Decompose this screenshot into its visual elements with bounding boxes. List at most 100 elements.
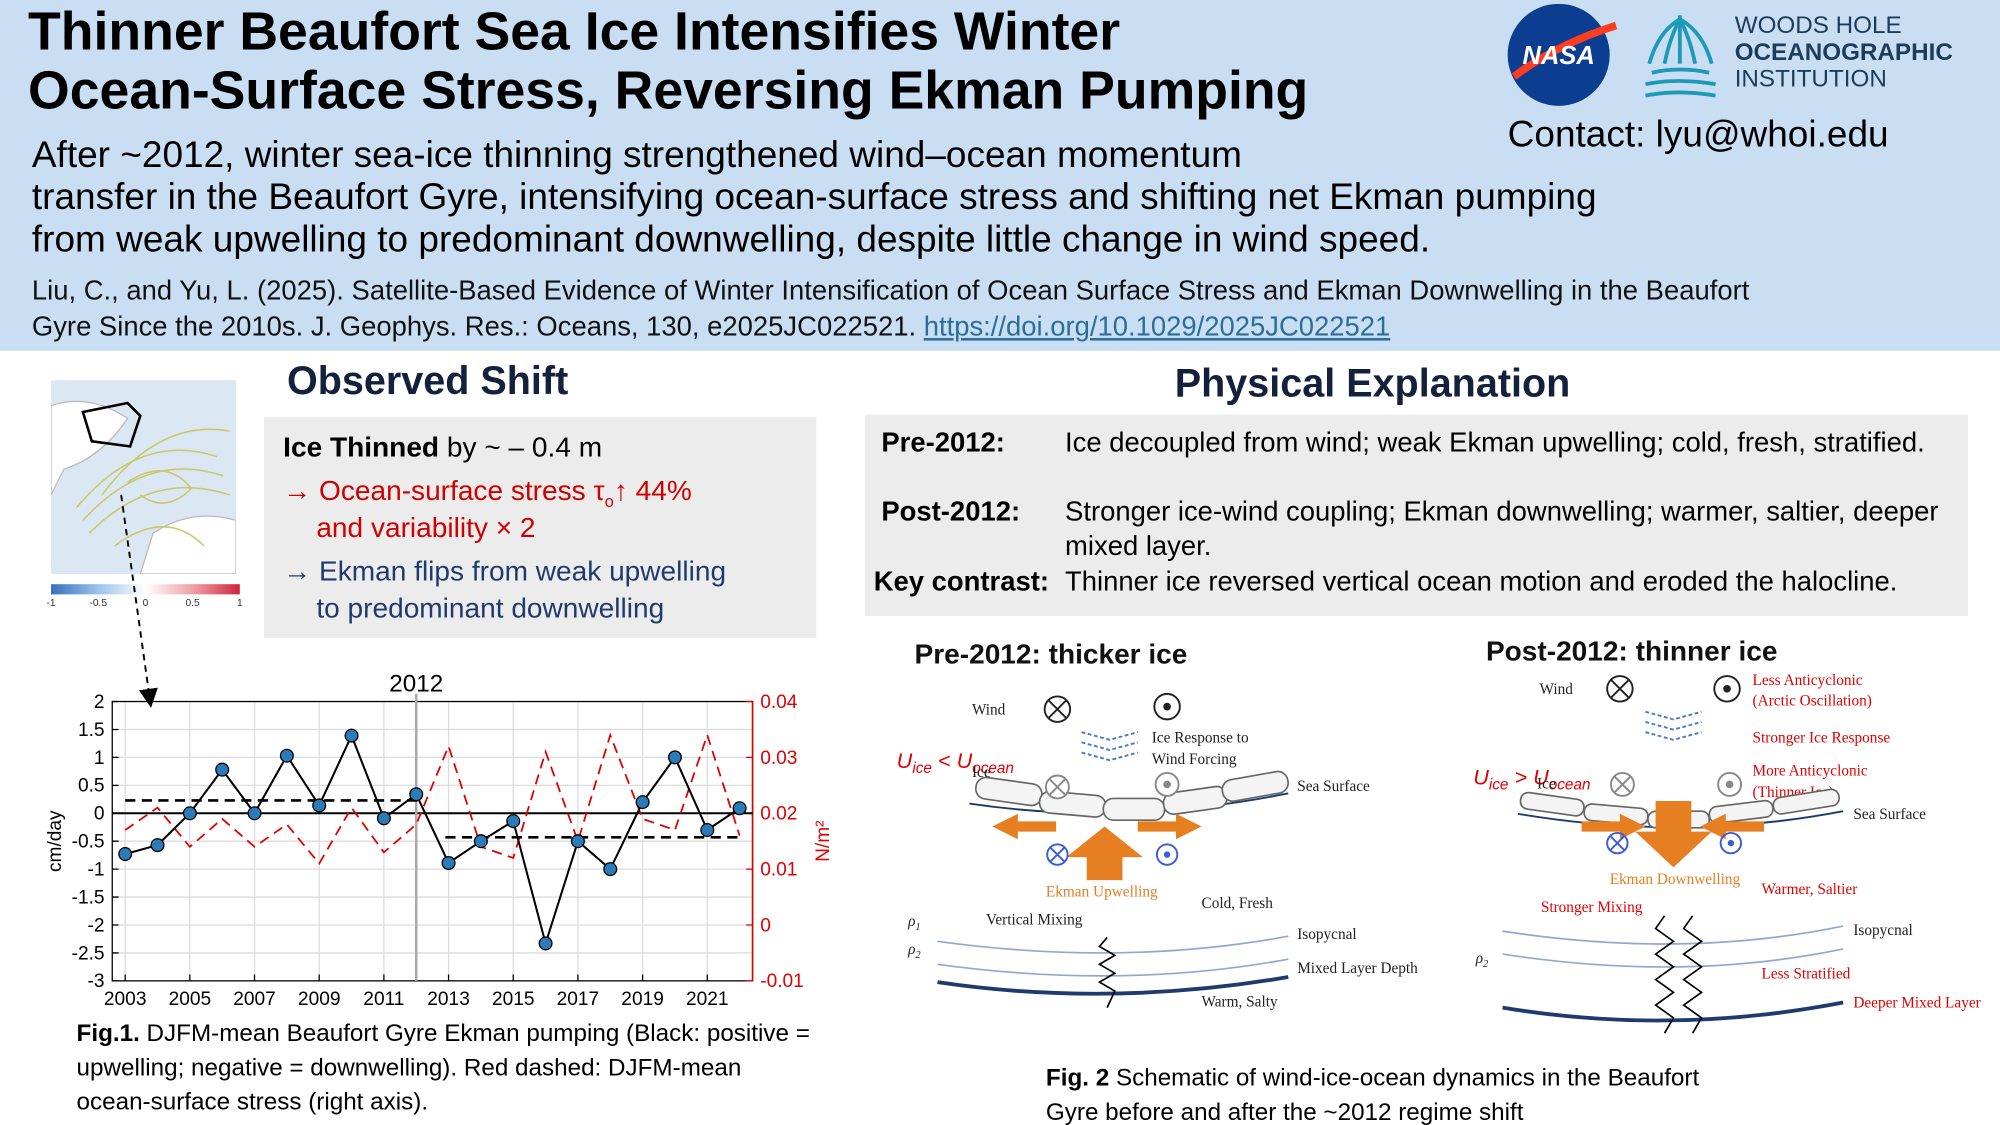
data-point	[376, 811, 391, 826]
y-tick-label: -3	[88, 971, 105, 992]
data-point	[570, 834, 585, 849]
finding: Ice Thinned by ~ – 0.4 m	[283, 429, 602, 466]
summary: After ~2012, winter sea-ice thinning str…	[32, 135, 1597, 261]
y-tick-label: -1	[88, 860, 105, 881]
data-point	[667, 750, 682, 765]
citation-line: Liu, C., and Yu, L. (2025). Satellite-Ba…	[31, 275, 1750, 307]
y-tick-label: 0.5	[78, 776, 105, 797]
row-label: Post-2012:	[881, 496, 1021, 527]
row-label: Pre-2012:	[881, 427, 1005, 458]
row-text: Stronger ice-wind coupling; Ekman downwe…	[1065, 496, 1939, 562]
citation-text: Gyre Since the 2010s. J. Geophys. Res.: …	[31, 311, 917, 342]
schematic-label: Wind	[1540, 681, 1574, 698]
contact: Contact: lyu@whoi.edu	[1507, 114, 1889, 156]
mixing-arrow	[1097, 936, 1117, 1009]
schematic-label: Isopycnal	[1853, 922, 1912, 939]
mixing-arrow	[1682, 915, 1703, 1034]
x-tick-label: 2021	[686, 989, 729, 1008]
summary-line: from weak upwelling to predominant downw…	[31, 219, 1431, 261]
y2-tick-label: -0.01	[760, 971, 804, 992]
section-heading: Physical Explanation	[1174, 360, 1571, 406]
colorbar-tick: 0.5	[185, 596, 200, 609]
symbol: > U	[1508, 764, 1549, 789]
subscript: ice	[912, 760, 932, 777]
schematic-label: Ekman Upwelling	[1046, 884, 1158, 901]
downwelling-arrow	[1635, 801, 1712, 868]
data-point	[506, 814, 521, 829]
schematic-label: More Anticyclonic	[1753, 763, 1868, 780]
nasa-swoosh	[1511, 21, 1618, 80]
data-point	[732, 801, 747, 816]
findings-box: Ice Thinned by ~ – 0.4 m → Ocean-surface…	[264, 417, 817, 638]
chart: -3 -2.5 -2 -1.5 -1 -0.5 0 0.5 1 1.5 2 -0.01 0 0.01 0.0…	[45, 670, 829, 1008]
annotation-label: 2012	[389, 670, 443, 697]
y2-tick-label: 0.01	[760, 860, 797, 881]
finding: → Ekman flips from weak upwelling	[283, 554, 727, 587]
caption-text: Schematic of wind-ice-ocean dynamics in …	[1045, 1065, 1700, 1125]
whoi-name: WOODS HOLE OCEANOGRAPHIC INSTITUTION	[1735, 13, 1953, 93]
whoi-line: WOODS HOLE	[1734, 12, 1902, 40]
symbol: ρ	[907, 941, 915, 958]
section-heading: Observed Shift	[286, 358, 569, 404]
velocity-relation: Uice > Uocean	[1473, 764, 1590, 793]
symbol: ρ	[907, 913, 915, 930]
explanation-table: Pre-2012: Ice decoupled from wind; weak …	[864, 414, 1969, 617]
finding-text: → Ocean-surface stress τ	[283, 474, 605, 507]
row-text: Thinner ice reversed vertical ocean moti…	[1065, 566, 1898, 597]
caption-text: DJFM-mean Beaufort Gyre Ekman pumping (B…	[76, 1020, 810, 1117]
density-label: ρ1	[907, 913, 920, 933]
caption-label: Fig.1.	[76, 1020, 140, 1048]
x-tick-label: 2007	[233, 989, 276, 1008]
data-point	[700, 823, 715, 838]
data-point	[473, 834, 488, 849]
symbol: U	[897, 748, 913, 773]
doi-link[interactable]: https://doi.org/10.1029/2025JC022521	[923, 311, 1391, 342]
data-point	[182, 806, 197, 821]
whoi-line: OCEANOGRAPHIC	[1734, 39, 1953, 67]
colorbar-tick: -0.5	[89, 596, 108, 609]
data-point	[215, 762, 230, 777]
title: Thinner Beaufort Sea Ice Intensifies Win…	[28, 1, 1308, 120]
x-tick-label: 2011	[363, 989, 404, 1008]
mixing-arrow	[1654, 915, 1675, 1034]
x-tick-label: 2003	[104, 989, 147, 1008]
x-tick-label: 2005	[169, 989, 212, 1008]
whoi-logo	[1645, 15, 1716, 98]
data-point	[441, 855, 456, 871]
ice-floes	[974, 770, 1289, 821]
title-line: Thinner Beaufort Sea Ice Intensifies Win…	[28, 1, 1121, 62]
y-tick-label: 0	[94, 804, 105, 825]
whoi-line: INSTITUTION	[1734, 66, 1887, 94]
subscript: ocean	[972, 760, 1014, 777]
series-line	[124, 733, 741, 948]
flow-arrow	[1581, 813, 1646, 840]
y2-tick-label: 0.02	[760, 804, 797, 825]
colorbar-tick: 1	[236, 596, 243, 609]
x-tick-label: 2013	[427, 989, 470, 1008]
y-tick-label: -2.5	[72, 943, 105, 964]
sea-surface	[969, 792, 1289, 814]
summary-line: After ~2012, winter sea-ice thinning str…	[31, 135, 1242, 177]
schematic-label: Ice Response to	[1152, 729, 1249, 746]
data-point	[312, 798, 327, 813]
caption-label: Fig. 2	[1045, 1065, 1110, 1092]
y-tick-label: -2	[88, 915, 105, 936]
schematic-label: Less Stratified	[1761, 965, 1850, 982]
schematic-label: Deeper Mixed Layer	[1853, 995, 1980, 1012]
subscript: 2	[1483, 959, 1488, 970]
symbol: U	[1473, 764, 1489, 789]
x-tick-label: 2019	[621, 989, 664, 1008]
x-tick-label: 2009	[298, 989, 341, 1008]
schematic-label: Warm, Salty	[1202, 993, 1278, 1010]
data-point	[150, 838, 165, 853]
symbol: < U	[932, 748, 973, 773]
data-point	[603, 862, 618, 877]
schematic-label: Ekman Downwelling	[1610, 871, 1741, 888]
schematic-label: Vertical Mixing	[986, 912, 1083, 929]
mixed-layer	[937, 975, 1289, 996]
y2-tick-label: 0.04	[760, 692, 798, 713]
density-label: ρ2	[1475, 950, 1488, 970]
finding-text: by ~ – 0.4 m	[439, 431, 603, 464]
data-point	[409, 787, 424, 802]
